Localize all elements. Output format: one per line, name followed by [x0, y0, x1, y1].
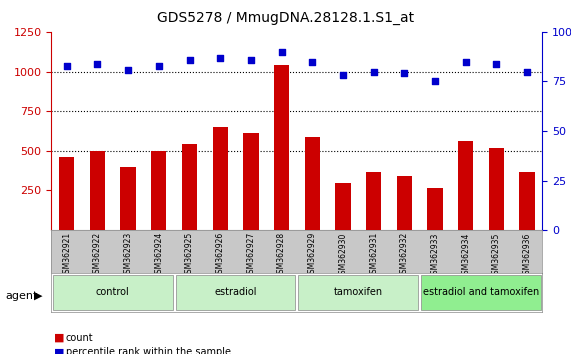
- Text: GSM362925: GSM362925: [185, 232, 194, 279]
- Text: ▶: ▶: [34, 291, 43, 301]
- Bar: [120, 167, 136, 230]
- Text: GSM362928: GSM362928: [277, 232, 286, 278]
- Text: GSM362934: GSM362934: [461, 232, 471, 279]
- Text: ■: ■: [54, 347, 65, 354]
- Point: [185, 57, 194, 62]
- Point: [431, 79, 440, 84]
- Text: tamoxifen: tamoxifen: [333, 287, 383, 297]
- Bar: [366, 172, 381, 230]
- Text: GSM362933: GSM362933: [431, 232, 440, 279]
- Point: [93, 61, 102, 67]
- Bar: [489, 148, 504, 230]
- Text: GDS5278 / MmugDNA.28128.1.S1_at: GDS5278 / MmugDNA.28128.1.S1_at: [157, 11, 414, 25]
- FancyBboxPatch shape: [299, 275, 418, 309]
- Point: [246, 57, 255, 62]
- Point: [492, 61, 501, 67]
- Bar: [274, 65, 289, 230]
- Bar: [151, 151, 167, 230]
- Bar: [182, 144, 197, 230]
- Point: [62, 63, 71, 68]
- Point: [522, 69, 532, 74]
- Text: GSM362932: GSM362932: [400, 232, 409, 279]
- Text: GSM362926: GSM362926: [216, 232, 225, 279]
- Bar: [335, 183, 351, 230]
- Bar: [427, 188, 443, 230]
- Point: [277, 49, 286, 55]
- Text: GSM362930: GSM362930: [339, 232, 348, 279]
- Text: GSM362929: GSM362929: [308, 232, 317, 279]
- Bar: [397, 176, 412, 230]
- Text: estradiol: estradiol: [214, 287, 257, 297]
- Bar: [59, 157, 74, 230]
- FancyBboxPatch shape: [176, 275, 295, 309]
- Bar: [90, 151, 105, 230]
- Point: [461, 59, 471, 64]
- FancyBboxPatch shape: [421, 275, 541, 309]
- Point: [400, 71, 409, 76]
- Bar: [458, 141, 473, 230]
- Text: GSM362923: GSM362923: [123, 232, 132, 279]
- Text: GSM362921: GSM362921: [62, 232, 71, 278]
- Point: [123, 67, 132, 72]
- Text: GSM362935: GSM362935: [492, 232, 501, 279]
- Point: [308, 59, 317, 64]
- Text: GSM362931: GSM362931: [369, 232, 378, 279]
- Bar: [304, 137, 320, 230]
- Bar: [243, 133, 259, 230]
- Text: GSM362924: GSM362924: [154, 232, 163, 279]
- FancyBboxPatch shape: [53, 275, 172, 309]
- Text: GSM362927: GSM362927: [246, 232, 255, 279]
- Point: [154, 63, 163, 68]
- Point: [339, 73, 348, 78]
- Text: GSM362936: GSM362936: [522, 232, 532, 279]
- Text: estradiol and tamoxifen: estradiol and tamoxifen: [423, 287, 539, 297]
- Bar: [520, 172, 535, 230]
- Text: count: count: [66, 333, 93, 343]
- Text: agent: agent: [6, 291, 38, 301]
- Text: GSM362922: GSM362922: [93, 232, 102, 278]
- Point: [369, 69, 378, 74]
- Bar: [212, 127, 228, 230]
- Text: percentile rank within the sample: percentile rank within the sample: [66, 347, 231, 354]
- Point: [216, 55, 225, 61]
- Text: control: control: [96, 287, 130, 297]
- Text: ■: ■: [54, 333, 65, 343]
